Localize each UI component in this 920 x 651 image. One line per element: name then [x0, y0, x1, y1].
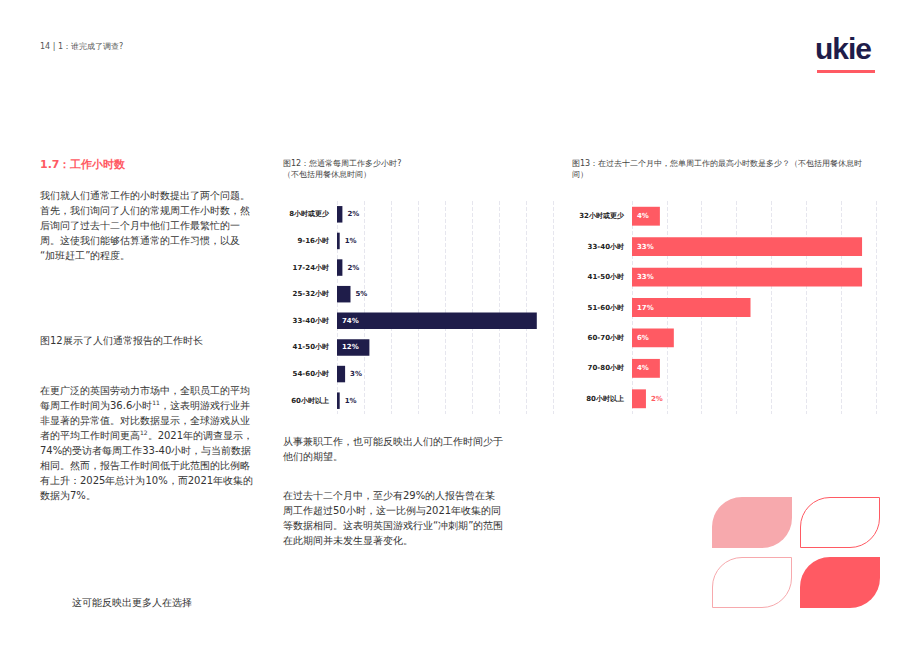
svg-text:8小时或更少: 8小时或更少 — [289, 210, 330, 218]
svg-text:33%: 33% — [637, 243, 654, 251]
svg-text:54-60小时: 54-60小时 — [293, 370, 329, 378]
svg-text:6%: 6% — [637, 334, 649, 342]
html-text:1.7：工作小时数: 1.7：工作小时数 — [40, 158, 126, 171]
html-text:图12：您通常每周工作多少小时?: 图12：您通常每周工作多少小时? — [283, 159, 402, 168]
svg-text:4%: 4% — [637, 212, 649, 220]
svg-text:60-70小时: 60-70小时 — [588, 334, 624, 342]
svg-text:2%: 2% — [347, 210, 359, 218]
svg-text:33-40小时: 33-40小时 — [293, 317, 329, 325]
html-text:14 | 1：谁完成了调查?: 14 | 1：谁完成了调查? — [40, 42, 124, 51]
html-text:（不包括用餐休息时间）: （不包括用餐休息时间） — [283, 170, 371, 179]
svg-text:80小时以上: 80小时以上 — [586, 395, 624, 403]
svg-text:3%: 3% — [350, 370, 362, 378]
html-text:ukie: ukie — [815, 32, 871, 65]
svg-text:74%: 74% — [342, 317, 359, 325]
html-text:图12展示了人们通常报告的工作时长: 图12展示了人们通常报告的工作时长 — [40, 335, 203, 346]
svg-text:41-50小时: 41-50小时 — [293, 343, 329, 351]
svg-text:33-40小时: 33-40小时 — [588, 243, 624, 251]
svg-text:1%: 1% — [345, 397, 357, 405]
html-text:我们就人们通常工作的小时数提出了两个问题。首先，我们询问了人: 我们就人们通常工作的小时数提出了两个问题。首先，我们询问了人们的常规周工作小时数… — [40, 190, 250, 261]
svg-text:12%: 12% — [342, 343, 359, 351]
html-text:图13：在过去十二个月中，您单周工作的最高小时数是多少？（不: 图13：在过去十二个月中，您单周工作的最高小时数是多少？（不包括用餐休息时间） — [572, 159, 863, 179]
svg-text:51-60小时: 51-60小时 — [588, 304, 624, 312]
svg-text:32小时或更少: 32小时或更少 — [579, 212, 625, 220]
svg-text:60小时以上: 60小时以上 — [291, 397, 329, 405]
html-text:在更广泛的英国劳动力市场中，全职员工的平均每周工作时间为36: 在更广泛的英国劳动力市场中，全职员工的平均每周工作时间为36.6小时11，这表明… — [40, 385, 254, 501]
svg-text:17-24小时: 17-24小时 — [293, 264, 329, 272]
svg-text:5%: 5% — [356, 290, 368, 298]
html-text:在过去十二个月中，至少有29%的人报告曾在某周工作超过50小: 在过去十二个月中，至少有29%的人报告曾在某周工作超过50小时，这一比例与202… — [283, 490, 504, 546]
svg-text:2%: 2% — [347, 264, 359, 272]
svg-text:1%: 1% — [345, 237, 357, 245]
svg-text:41-50小时: 41-50小时 — [588, 273, 624, 281]
svg-text:4%: 4% — [637, 364, 649, 372]
svg-text:2%: 2% — [651, 395, 663, 403]
html-text:这可能反映出更多人在选择: 这可能反映出更多人在选择 — [72, 597, 192, 608]
svg-text:17%: 17% — [637, 304, 654, 312]
svg-text:9-16小时: 9-16小时 — [297, 237, 329, 245]
html-text:从事兼职工作，也可能反映出人们的工作时间少于他们的期望。: 从事兼职工作，也可能反映出人们的工作时间少于他们的期望。 — [283, 436, 503, 462]
svg-text:70-80小时: 70-80小时 — [588, 364, 624, 372]
svg-text:25-32小时: 25-32小时 — [293, 290, 329, 298]
svg-text:33%: 33% — [637, 273, 654, 281]
